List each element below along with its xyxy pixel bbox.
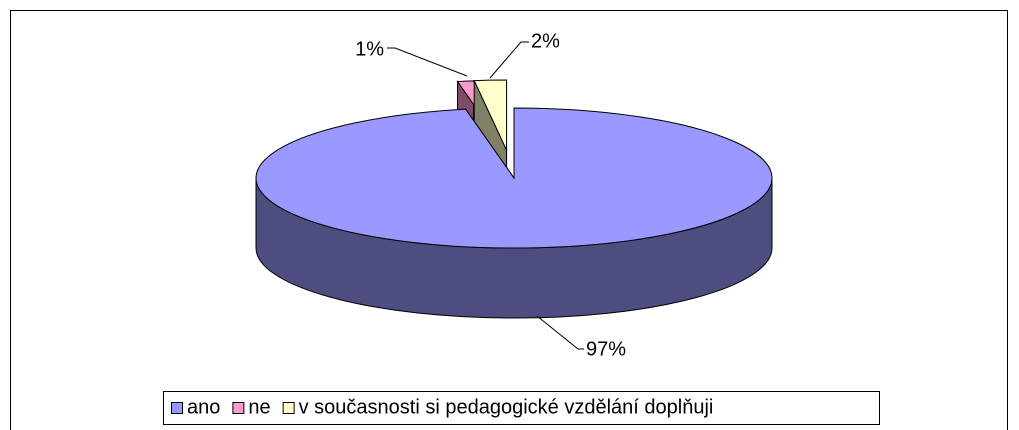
slice-top xyxy=(255,107,773,249)
leader-line xyxy=(387,47,468,77)
legend: ano ne v současnosti si pedagogické vzdělá… xyxy=(171,396,714,418)
data-label: 97% xyxy=(586,338,626,360)
pie xyxy=(255,79,773,319)
data-labels: 97% 1% 2% xyxy=(355,30,626,360)
legend-label: ne xyxy=(248,396,270,418)
legend-label: v současnosti si pedagogické vzdělání do… xyxy=(299,396,714,418)
data-label: 2% xyxy=(531,30,560,52)
legend-swatch xyxy=(232,402,245,414)
legend-label: ano xyxy=(187,396,220,418)
leader-line xyxy=(489,41,529,79)
leader-line xyxy=(536,315,584,350)
legend-swatch xyxy=(282,402,295,414)
slice-top xyxy=(473,79,508,151)
legend-swatch xyxy=(171,402,183,414)
data-label: 1% xyxy=(355,38,384,60)
